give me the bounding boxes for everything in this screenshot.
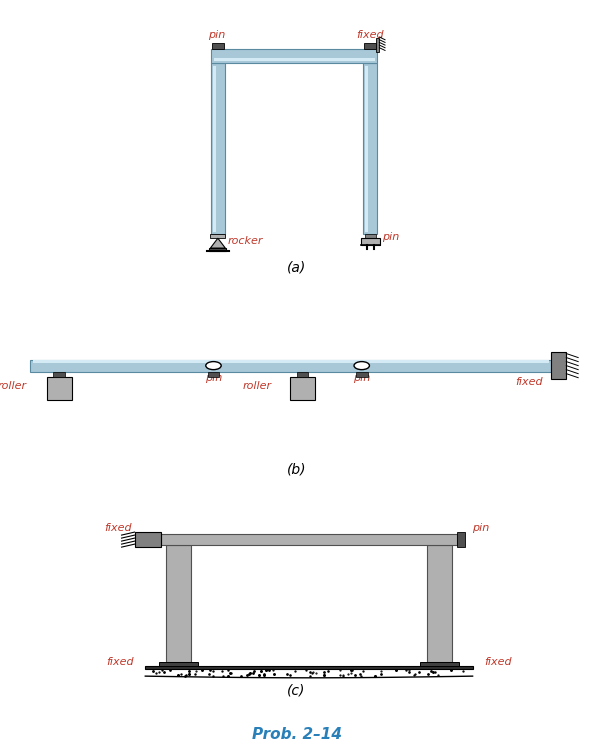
Bar (135, 532, 161, 547)
Bar (211, 63, 225, 234)
Text: pin: pin (472, 522, 489, 533)
Bar (551, 352, 566, 379)
Text: fixed: fixed (106, 657, 133, 667)
Bar (53, 372, 65, 377)
Text: fixed: fixed (515, 377, 543, 386)
Bar (161, 534, 457, 545)
Bar (376, 39, 380, 52)
Text: fixed: fixed (484, 657, 512, 667)
Bar (296, 372, 308, 377)
Bar (364, 63, 377, 234)
Circle shape (354, 362, 369, 369)
Text: rocker: rocker (228, 236, 263, 247)
Text: fixed: fixed (356, 30, 384, 40)
Text: roller: roller (243, 381, 272, 391)
Bar (457, 532, 465, 547)
Bar (365, 234, 376, 239)
Bar (211, 49, 377, 63)
Bar (365, 43, 376, 49)
Bar (356, 372, 368, 377)
Polygon shape (211, 239, 225, 248)
Text: fixed: fixed (104, 522, 132, 533)
Text: (c): (c) (288, 684, 305, 697)
Bar (209, 247, 227, 251)
Bar (213, 58, 375, 62)
Bar (159, 662, 198, 666)
Text: (b): (b) (287, 463, 306, 477)
Text: pin: pin (353, 373, 371, 383)
Text: Prob. 2–14: Prob. 2–14 (251, 727, 342, 742)
Bar (365, 65, 368, 232)
Bar (290, 377, 315, 400)
Bar (30, 360, 551, 372)
Text: (a): (a) (287, 261, 306, 275)
Circle shape (206, 362, 221, 369)
Bar (47, 377, 72, 400)
Bar (33, 360, 549, 363)
Bar (212, 43, 224, 49)
Bar (420, 662, 459, 666)
Text: roller: roller (0, 381, 27, 391)
Bar (145, 666, 473, 669)
Text: pin: pin (381, 232, 399, 242)
Text: pin: pin (208, 30, 225, 40)
Bar (211, 234, 225, 239)
Bar (208, 372, 219, 377)
Bar (166, 545, 191, 662)
Bar (427, 545, 452, 662)
Text: pin: pin (205, 373, 222, 383)
Bar (361, 239, 380, 245)
Bar (212, 65, 216, 232)
